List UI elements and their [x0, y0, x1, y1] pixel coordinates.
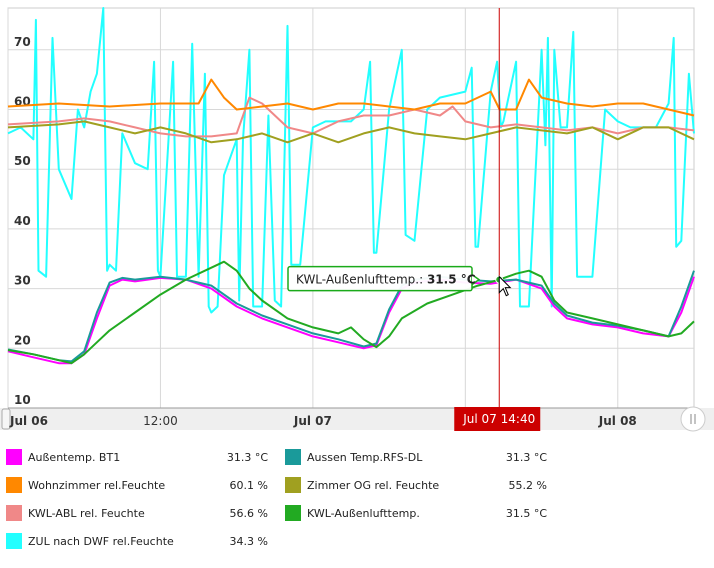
series-line: [7, 276, 695, 365]
series-line: [7, 78, 695, 117]
y-tick-label: 40: [14, 214, 31, 228]
legend-item[interactable]: ZUL nach DWF rel.Feuchte 34.3 %: [6, 530, 268, 552]
x-tick-label: Jul 08: [598, 414, 637, 428]
series-line: [7, 260, 695, 365]
legend-swatch: [6, 505, 22, 521]
tooltip-text: KWL-Außenlufttemp.: 31.5 °C: [296, 273, 476, 287]
x-tick-label: Jul 07: [293, 414, 332, 428]
series-lines: [7, 7, 695, 365]
legend-swatch: [6, 477, 22, 493]
legend-series-value: 31.3 °C: [505, 450, 547, 464]
crosshair-label-text: Jul 07 14:40: [462, 412, 535, 426]
legend-series-name: ZUL nach DWF rel.Feuchte: [28, 534, 174, 548]
legend-series-name: Aussen Temp.RFS-DL: [307, 450, 423, 464]
legend-item[interactable]: Außentemp. BT1 31.3 °C: [6, 446, 268, 468]
legend-series-value: 60.1 %: [229, 478, 268, 492]
y-tick-label: 70: [14, 35, 31, 49]
legend: Außentemp. BT1 31.3 °C Aussen Temp.RFS-DL 3…: [6, 446, 566, 558]
series-line: [7, 7, 695, 314]
legend-item[interactable]: Wohnzimmer rel.Feuchte 60.1 %: [6, 474, 268, 496]
legend-swatch: [6, 449, 22, 465]
legend-series-name: KWL-ABL rel. Feuchte: [28, 506, 145, 520]
navigator-left-handle[interactable]: [1, 408, 11, 430]
y-tick-label: 10: [14, 393, 31, 407]
x-tick-label: Jul 06: [9, 414, 48, 428]
legend-swatch: [285, 477, 301, 493]
series-line: [7, 96, 695, 138]
legend-series-name: Zimmer OG rel. Feuchte: [307, 478, 440, 492]
tooltip: KWL-Außenlufttemp.: 31.5 °C: [287, 265, 512, 297]
tooltip-pointer: [471, 274, 481, 286]
series-line: [7, 120, 695, 144]
navigator-right-handle[interactable]: [680, 406, 706, 432]
y-tick-label: 50: [14, 154, 31, 168]
crosshair: Jul 07 14:40: [454, 8, 541, 431]
legend-item[interactable]: KWL-ABL rel. Feuchte 56.6 %: [6, 502, 268, 524]
legend-item[interactable]: Zimmer OG rel. Feuchte 55.2 %: [285, 474, 547, 496]
legend-series-name: KWL-Außenlufttemp.: [307, 506, 420, 520]
legend-swatch: [285, 505, 301, 521]
legend-item[interactable]: Aussen Temp.RFS-DL 31.3 °C: [285, 446, 547, 468]
legend-series-value: 55.2 %: [508, 478, 547, 492]
crosshair-label: [454, 407, 541, 431]
legend-series-name: Wohnzimmer rel.Feuchte: [28, 478, 166, 492]
plot-area: [7, 7, 695, 409]
legend-swatch: [6, 533, 22, 549]
legend-swatch: [285, 449, 301, 465]
legend-series-value: 34.3 %: [229, 534, 268, 548]
mouse-cursor-icon: [498, 275, 512, 297]
legend-series-value: 31.5 °C: [505, 506, 547, 520]
y-tick-label: 20: [14, 333, 31, 347]
y-tick-label: 30: [14, 274, 31, 288]
plot-grid: [7, 7, 695, 409]
x-axis-ticks: Jul 06 12:00 Jul 07 Jul 08: [9, 414, 637, 428]
series-line: [7, 270, 695, 363]
x-tick-label: 12:00: [143, 414, 178, 428]
legend-item[interactable]: KWL-Außenlufttemp. 31.5 °C: [285, 502, 547, 524]
legend-series-value: 31.3 °C: [226, 450, 268, 464]
legend-series-name: Außentemp. BT1: [28, 450, 121, 464]
legend-series-value: 56.6 %: [229, 506, 268, 520]
